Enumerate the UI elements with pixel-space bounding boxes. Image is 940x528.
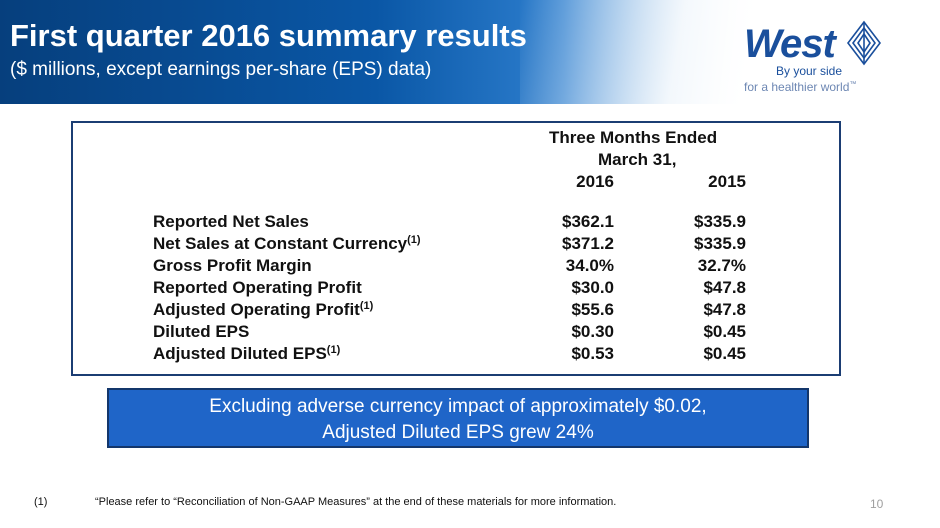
table-row: Adjusted Operating Profit(1) $55.6 $47.8 bbox=[73, 300, 839, 322]
value-2015: 32.7% bbox=[697, 256, 746, 275]
footnote-text: “Please refer to “Reconciliation of Non-… bbox=[95, 496, 617, 508]
table-header-period: Three Months Ended bbox=[549, 128, 718, 147]
table-row: Reported Operating Profit $30.0 $47.8 bbox=[73, 278, 839, 300]
west-logo: West By your side for a healthier world™ bbox=[740, 20, 890, 100]
value-2015: $0.45 bbox=[703, 322, 746, 341]
table-row: Gross Profit Margin 34.0% 32.7% bbox=[73, 256, 839, 278]
logo-tagline-1: By your side bbox=[776, 64, 843, 78]
row-label: Diluted EPS bbox=[153, 322, 250, 341]
footnote-marker: (1) bbox=[34, 496, 48, 508]
value-2016: 34.0% bbox=[565, 256, 614, 275]
row-label: Adjusted Operating Profit(1) bbox=[153, 300, 374, 319]
value-2016: $0.53 bbox=[571, 344, 614, 363]
logo-tagline-2: for a healthier world™ bbox=[744, 80, 857, 94]
results-table: Three Months Ended March 31, 2016 2015 R… bbox=[71, 121, 841, 376]
table-row: Diluted EPS $0.30 $0.45 bbox=[73, 322, 839, 344]
column-header-2016: 2016 bbox=[576, 172, 614, 191]
table-row: Adjusted Diluted EPS(1) $0.53 $0.45 bbox=[73, 344, 839, 366]
column-header-2015: 2015 bbox=[708, 172, 746, 191]
table-row: Net Sales at Constant Currency(1) $371.2… bbox=[73, 234, 839, 256]
value-2016: $55.6 bbox=[571, 300, 614, 319]
value-2016: $362.1 bbox=[562, 212, 614, 231]
table-row: Reported Net Sales $362.1 $335.9 bbox=[73, 212, 839, 234]
value-2015: $335.9 bbox=[694, 212, 746, 231]
value-2015: $335.9 bbox=[694, 234, 746, 253]
row-label: Net Sales at Constant Currency(1) bbox=[153, 234, 421, 253]
value-2015: $0.45 bbox=[703, 344, 746, 363]
logo-diamond-icon bbox=[846, 20, 882, 66]
value-2016: $371.2 bbox=[562, 234, 614, 253]
value-2015: $47.8 bbox=[703, 300, 746, 319]
callout-line-1: Excluding adverse currency impact of app… bbox=[209, 396, 707, 417]
page-title: First quarter 2016 summary results bbox=[10, 18, 527, 53]
value-2016: $0.30 bbox=[571, 322, 614, 341]
page-subtitle: ($ millions, except earnings per-share (… bbox=[10, 59, 432, 80]
logo-wordmark: West bbox=[744, 22, 836, 66]
page-number: 10 bbox=[870, 497, 884, 511]
callout-line-2: Adjusted Diluted EPS grew 24% bbox=[322, 422, 594, 443]
row-label: Reported Operating Profit bbox=[153, 278, 362, 297]
row-label: Gross Profit Margin bbox=[153, 256, 312, 275]
table-header-date: March 31, bbox=[598, 150, 677, 169]
value-2015: $47.8 bbox=[703, 278, 746, 297]
row-label: Adjusted Diluted EPS(1) bbox=[153, 344, 341, 363]
callout-box: Excluding adverse currency impact of app… bbox=[107, 388, 809, 448]
value-2016: $30.0 bbox=[571, 278, 614, 297]
row-label: Reported Net Sales bbox=[153, 212, 309, 231]
header-banner bbox=[0, 0, 940, 104]
